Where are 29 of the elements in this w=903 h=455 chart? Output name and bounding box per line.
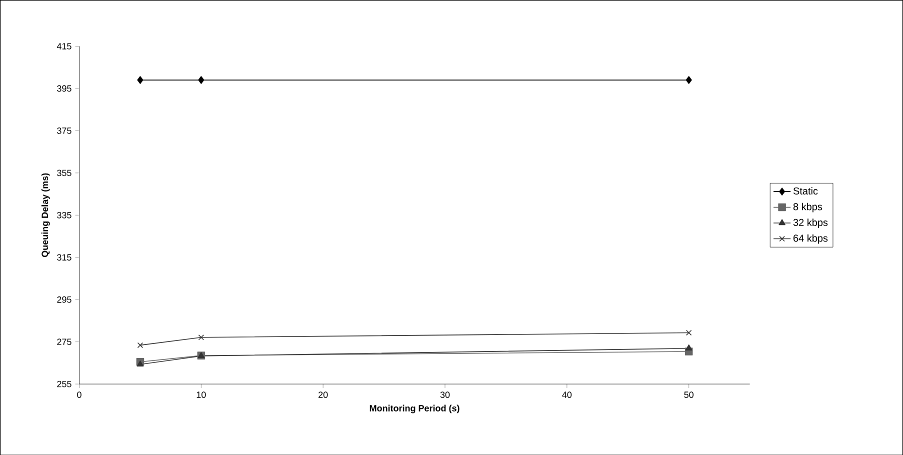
x-tick-label: 10 xyxy=(196,391,206,398)
x-tick-label: 0 xyxy=(77,391,82,398)
y-tick-label: 355 xyxy=(57,170,72,176)
x-tick-label: 30 xyxy=(440,391,450,398)
y-tick-label: 275 xyxy=(57,338,72,345)
y-tick-label: 295 xyxy=(57,296,72,303)
y-tick-label: 335 xyxy=(57,212,72,218)
point xyxy=(685,344,692,350)
y-axis-title: Queuing Delay (ms) xyxy=(41,173,50,257)
y-tick-label: 375 xyxy=(57,127,72,134)
legend-label: 64 kbps xyxy=(793,234,828,244)
point xyxy=(686,330,692,336)
point xyxy=(198,334,204,340)
x-tick-label: 40 xyxy=(562,391,572,398)
x-tick-label: 50 xyxy=(684,391,694,398)
point xyxy=(686,76,692,84)
point xyxy=(198,76,204,84)
legend-label: Static xyxy=(793,187,818,194)
point xyxy=(136,360,144,366)
y-tick-label: 415 xyxy=(56,42,72,50)
legend-label: 8 kbps xyxy=(793,202,822,212)
point xyxy=(137,342,144,348)
y-tick-label: 255 xyxy=(57,380,72,388)
point xyxy=(137,76,144,84)
legend-label: 32 kbps xyxy=(793,218,828,228)
x-tick-label: 20 xyxy=(318,391,328,398)
y-tick-label: 395 xyxy=(57,85,72,92)
x-axis-title: Monitoring Period (s) xyxy=(370,404,460,414)
y-tick-label: 315 xyxy=(57,254,72,260)
